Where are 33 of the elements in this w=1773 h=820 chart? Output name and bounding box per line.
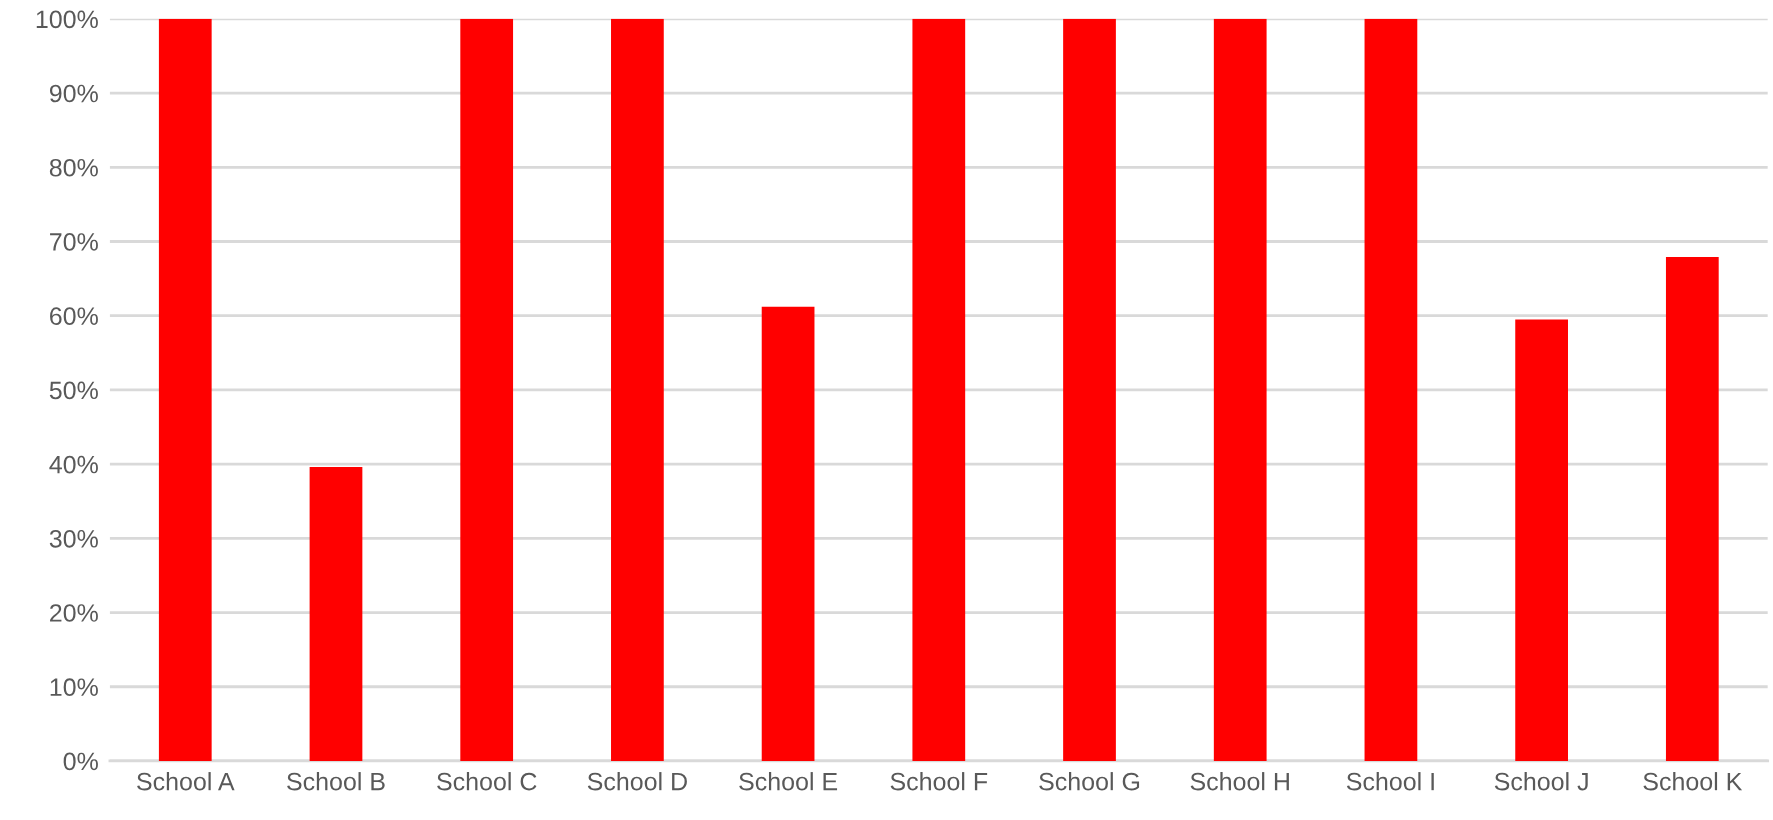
x-tick-label: School C [437, 772, 537, 791]
x-tick-label: School A [137, 772, 235, 791]
bar [309, 467, 363, 761]
y-tick-label: 0% [63, 752, 98, 771]
x-tick-label: School H [1190, 772, 1289, 791]
x-tick-label: School I [1346, 772, 1434, 791]
bar [1515, 319, 1568, 761]
x-tick-label: School J [1494, 772, 1588, 791]
x-tick-label: School B [287, 772, 385, 791]
bar [1665, 257, 1719, 761]
bar [912, 18, 966, 761]
y-tick-label: 80% [49, 158, 98, 177]
y-tick-label: 20% [50, 604, 98, 622]
x-tick-label: School D [587, 772, 687, 791]
y-tick-label: 100% [36, 10, 98, 29]
bar [1063, 18, 1116, 761]
x-tick-label: School G [1039, 772, 1140, 791]
bar [158, 18, 212, 761]
y-tick-label: 40% [49, 455, 98, 474]
bar [611, 18, 664, 761]
bar [761, 306, 815, 761]
bar [460, 18, 514, 761]
y-tick-label: 10% [50, 678, 98, 697]
y-tick-label: 30% [49, 529, 98, 548]
y-tick-label: 70% [50, 233, 98, 251]
x-tick-label: School E [739, 772, 838, 791]
bar [1213, 18, 1267, 761]
x-tick-label: School K [1643, 772, 1743, 791]
y-tick-label: 90% [49, 84, 98, 103]
bar [1364, 18, 1418, 761]
x-tick-label: School F [890, 772, 988, 791]
y-tick-label: 50% [49, 381, 98, 400]
y-tick-label: 60% [50, 307, 98, 325]
